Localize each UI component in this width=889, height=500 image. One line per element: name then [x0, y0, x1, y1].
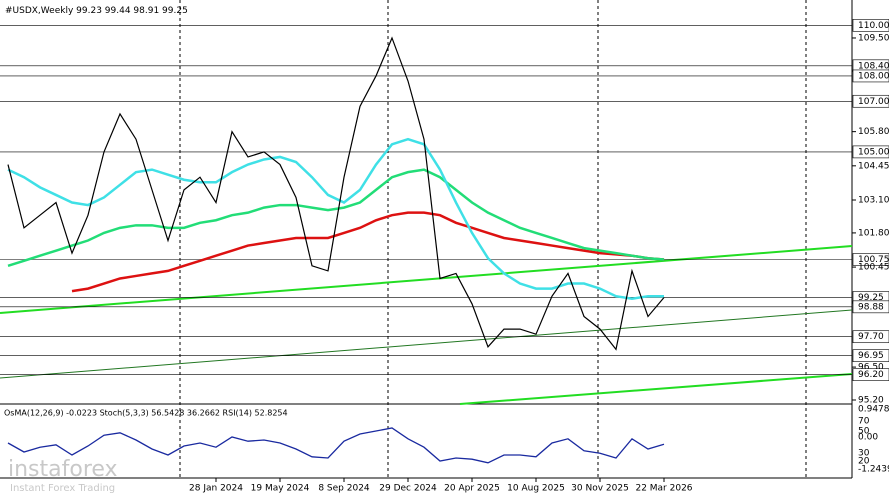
x-tick-label: 10 Aug 2025	[507, 484, 565, 494]
logo: instaforex	[8, 457, 118, 482]
logo-tagline: Instant Forex Trading	[10, 483, 115, 494]
x-tick-label: 22 Mar 2026	[635, 484, 692, 494]
y-tick-label: 105.80	[858, 127, 889, 137]
indicator-label: 50	[858, 427, 870, 437]
level-box	[852, 300, 889, 314]
price-line	[7, 36, 665, 351]
level-box	[852, 94, 889, 108]
y-tick-label: 105.00	[858, 147, 889, 157]
y-tick-label: 97.70	[858, 332, 884, 342]
level-box	[852, 145, 889, 159]
y-tick-label: 98.88	[858, 302, 884, 312]
y-tick-label: 104.45	[858, 161, 889, 171]
ma-line	[7, 168, 665, 268]
y-tick-label: 101.80	[858, 228, 889, 238]
y-tick-label: 110.00	[858, 21, 889, 31]
chart-title: #USDX,Weekly 99.23 99.44 98.91 99.25	[5, 6, 188, 16]
y-tick-label: 103.10	[858, 196, 889, 206]
ohlc: 99.23 99.44 98.91 99.25	[76, 6, 188, 16]
indicator-label: 70	[858, 417, 870, 427]
trendline	[0, 245, 853, 314]
rsi-line	[7, 427, 665, 464]
x-tick-label: 29 Dec 2024	[379, 484, 437, 494]
level-box	[852, 19, 889, 32]
level-box	[852, 368, 889, 381]
y-tick-label: 107.00	[858, 97, 889, 107]
y-tick-label: 95.20	[858, 396, 884, 406]
symbol: #USDX,Weekly	[5, 6, 74, 16]
x-tick-label: 8 Sep 2024	[318, 484, 370, 494]
y-tick-label: 100.45	[858, 263, 889, 273]
y-tick-label: 100.75	[858, 255, 889, 265]
ma-line	[71, 211, 665, 293]
trendline	[459, 373, 853, 405]
x-tick-label: 30 Nov 2025	[571, 484, 629, 494]
level-box	[852, 253, 889, 266]
y-tick-label: 109.50	[858, 33, 889, 43]
indicator-label: 0.9478	[858, 405, 889, 415]
y-tick-label: 96.50	[858, 363, 884, 373]
y-tick-label: 99.25	[858, 293, 884, 303]
indicator-label: 0.00	[858, 433, 878, 443]
year-separators	[179, 0, 807, 478]
y-tick-label: 96.20	[858, 370, 884, 380]
trendline	[0, 309, 853, 379]
y-tick-label: 96.95	[858, 351, 884, 361]
x-tick-label: 19 May 2024	[251, 484, 310, 494]
indicator-label: -1.2439	[858, 465, 889, 475]
y-tick-label: 108.40	[858, 61, 889, 71]
y-tick-label: 108.00	[858, 71, 889, 81]
x-tick-label: 28 Jan 2024	[189, 484, 243, 494]
indicator-title: OsMA(12,26,9) -0.0223 Stoch(5,3,3) 56.54…	[4, 409, 288, 418]
x-tick-label: 20 Apr 2025	[444, 484, 500, 494]
indicator-label: 20	[858, 457, 870, 467]
level-box	[852, 69, 889, 83]
level-box	[852, 349, 889, 362]
level-box	[852, 330, 889, 344]
ma-line	[7, 137, 664, 300]
trendlines	[0, 245, 853, 405]
indicator-label: 30	[858, 449, 870, 459]
